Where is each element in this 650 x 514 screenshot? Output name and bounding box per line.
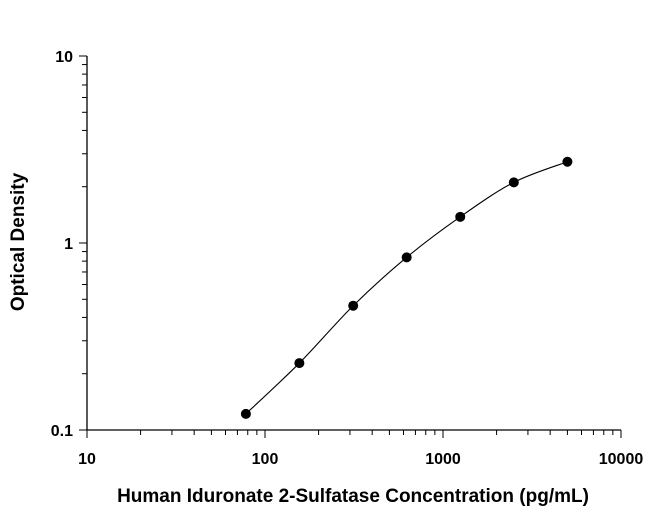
data-point bbox=[401, 252, 412, 263]
ticks bbox=[79, 55, 622, 438]
data-point bbox=[348, 300, 359, 311]
data-point bbox=[240, 408, 251, 419]
data-point bbox=[455, 211, 466, 222]
x-tick-label: 100 bbox=[252, 451, 279, 468]
y-tick-label: 10 bbox=[55, 49, 73, 66]
data-point bbox=[562, 156, 573, 167]
data-point bbox=[508, 177, 519, 188]
data-point bbox=[294, 358, 305, 369]
x-tick-label: 1000 bbox=[425, 451, 461, 468]
y-tick-label: 0.1 bbox=[51, 423, 73, 440]
x-axis-title: Human Iduronate 2-Sulfatase Concentratio… bbox=[117, 486, 589, 507]
y-tick-label: 1 bbox=[64, 236, 73, 253]
data-points bbox=[240, 156, 573, 419]
fit-curve bbox=[245, 161, 568, 415]
x-tick-label: 10000 bbox=[599, 451, 644, 468]
x-tick-label: 10 bbox=[78, 451, 96, 468]
axes bbox=[86, 56, 621, 431]
tick-labels: 10 100 1000 10000 0.1 1 10 bbox=[51, 49, 644, 468]
y-axis-title: Optical Density bbox=[8, 172, 29, 311]
